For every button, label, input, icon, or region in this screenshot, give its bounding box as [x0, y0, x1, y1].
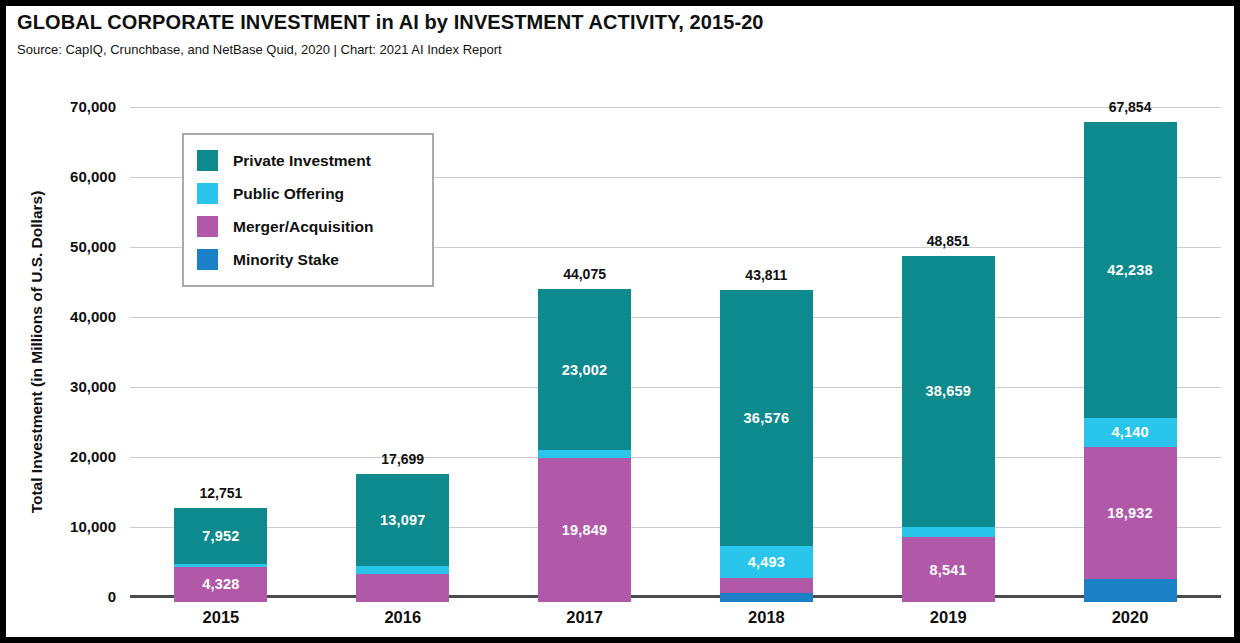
x-tick-label-2020: 2020	[1084, 608, 1177, 627]
x-tick-label-2017: 2017	[538, 608, 631, 627]
segment-value-label: 4,140	[1111, 424, 1148, 440]
bar-segment-merger-acquisition	[356, 574, 449, 602]
segment-value-label: 36,576	[744, 410, 790, 426]
y-tick-label: 0	[4, 587, 116, 607]
bar-segment-private-investment: 7,952	[174, 508, 267, 564]
legend-label: Public Offering	[233, 185, 344, 203]
bar-segment-private-investment: 23,002	[538, 289, 631, 450]
y-tick-label: 40,000	[4, 307, 116, 327]
bar-2019: 38,6598,54148,851	[902, 256, 995, 602]
bar-2018: 36,5764,49343,811	[720, 290, 813, 602]
segment-value-label: 19,849	[562, 522, 608, 538]
bar-segment-public-offering	[902, 527, 995, 537]
bar-total-label: 43,811	[700, 267, 833, 283]
segment-value-label: 7,952	[202, 528, 239, 544]
merger-acquisition-swatch-icon	[197, 216, 218, 237]
bar-segment-private-investment: 42,238	[1084, 122, 1177, 418]
segment-value-label: 23,002	[562, 362, 608, 378]
bar-segment-private-investment: 38,659	[902, 256, 995, 527]
y-tick-label: 60,000	[4, 167, 116, 187]
bar-total-label: 67,854	[1064, 99, 1197, 115]
legend-label: Merger/Acquisition	[233, 218, 373, 236]
bar-total-label: 48,851	[882, 233, 1015, 249]
bar-segment-public-offering: 4,140	[1084, 418, 1177, 447]
bar-total-label: 12,751	[154, 485, 287, 501]
x-tick-label-2019: 2019	[902, 608, 995, 627]
legend-item-private-investment: Private Investment	[197, 148, 416, 173]
y-tick-label: 50,000	[4, 237, 116, 257]
segment-value-label: 38,659	[925, 383, 971, 399]
legend-label: Minority Stake	[233, 251, 339, 269]
chart-canvas: GLOBAL CORPORATE INVESTMENT in AI by INV…	[0, 0, 1240, 643]
bar-total-label: 17,699	[336, 451, 469, 467]
bar-segment-public-offering	[356, 566, 449, 574]
bar-segment-private-investment: 36,576	[720, 290, 813, 546]
segment-value-label: 13,097	[380, 512, 426, 528]
bar-segment-minority-stake	[720, 593, 813, 602]
y-tick-label: 70,000	[4, 97, 116, 117]
legend-label: Private Investment	[233, 152, 371, 170]
bar-2017: 23,00219,84944,075	[538, 289, 631, 602]
bar-2016: 13,09717,699	[356, 474, 449, 602]
legend-item-merger-acquisition: Merger/Acquisition	[197, 214, 416, 239]
bar-segment-merger-acquisition: 18,932	[1084, 447, 1177, 580]
x-axis-tick-labels: 2015 2016 2017 2018 2019 2020	[130, 608, 1221, 627]
bar-segment-public-offering: 4,493	[720, 546, 813, 577]
y-tick-label: 20,000	[4, 447, 116, 467]
bar-segment-merger-acquisition	[720, 578, 813, 593]
legend-item-minority-stake: Minority Stake	[197, 247, 416, 272]
bar-total-label: 44,075	[518, 266, 651, 282]
legend: Private Investment Public Offering Merge…	[182, 133, 434, 287]
bar-segment-public-offering	[538, 450, 631, 458]
private-investment-swatch-icon	[197, 150, 218, 171]
segment-value-label: 8,541	[930, 562, 967, 578]
segment-value-label: 42,238	[1107, 262, 1153, 278]
bar-segment-minority-stake	[1084, 579, 1177, 602]
bar-2015: 7,9524,32812,751	[174, 508, 267, 602]
bar-segment-merger-acquisition: 8,541	[902, 537, 995, 602]
y-tick-label: 10,000	[4, 517, 116, 537]
legend-item-public-offering: Public Offering	[197, 181, 416, 206]
chart-title: GLOBAL CORPORATE INVESTMENT in AI by INV…	[17, 11, 764, 34]
segment-value-label: 18,932	[1107, 505, 1153, 521]
minority-stake-swatch-icon	[197, 249, 218, 270]
x-tick-label-2015: 2015	[174, 608, 267, 627]
chart-source: Source: CapIQ, Crunchbase, and NetBase Q…	[17, 42, 502, 57]
x-tick-label-2016: 2016	[356, 608, 449, 627]
plot-area: Private Investment Public Offering Merge…	[130, 107, 1221, 602]
bar-segment-private-investment: 13,097	[356, 474, 449, 566]
public-offering-swatch-icon	[197, 183, 218, 204]
segment-value-label: 4,493	[748, 554, 785, 570]
x-tick-label-2018: 2018	[720, 608, 813, 627]
y-tick-label: 30,000	[4, 377, 116, 397]
bar-segment-merger-acquisition: 4,328	[174, 567, 267, 602]
segment-value-label: 4,328	[202, 576, 239, 592]
bar-2020: 42,2384,14018,93267,854	[1084, 122, 1177, 602]
bar-segment-merger-acquisition: 19,849	[538, 458, 631, 602]
